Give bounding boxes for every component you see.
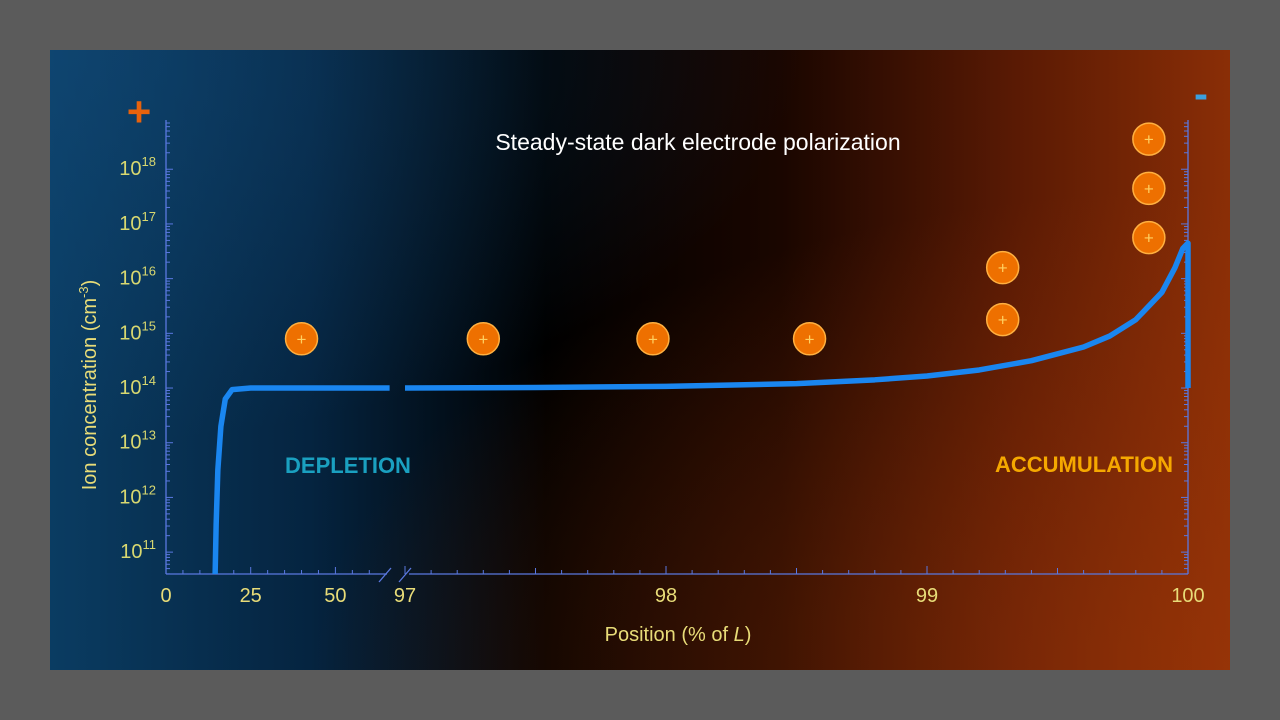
axis-break-mark [398,567,412,583]
y-tick-labels: 1011 1012 1013 1014 1015 1016 1017 1018 [119,154,156,563]
slide-background: 1011 1012 1013 1014 1015 1016 1017 1018 0 25 50 97… [50,50,1230,670]
accumulation-label: ACCUMULATION [995,452,1173,477]
x-tick-label: 97 [394,585,416,607]
axis-break-mark [378,567,392,583]
x-tick-label: 100 [1171,585,1204,607]
minus-electrode-sign: - [1194,70,1208,117]
ion-circle [985,302,1020,337]
ion-marker: + [985,250,1020,285]
ion-circle [1132,220,1166,255]
ion-marker: + [985,302,1020,337]
ion-marker: + [792,322,827,356]
y-axis-title: Ion concentration (cm-3) [76,280,101,491]
x-axis-title: Position (% of L) [605,624,752,646]
ion-plus-sign: + [297,330,307,349]
ion-plus-sign: + [1144,229,1154,248]
y-tick-label: 1015 [119,318,156,344]
ion-circle [792,322,827,356]
ion-marker: + [1132,171,1166,206]
chart-title: Steady-state dark electrode polarization [495,129,900,155]
x-tick-label: 0 [160,585,171,607]
ion-marker: + [284,322,319,356]
ion-plus-sign: + [805,330,815,349]
x-tick-label: 50 [324,585,346,607]
y-tick-label: 1012 [119,482,156,508]
ion-plus-sign: + [1144,179,1154,198]
x-tick-label: 99 [916,585,938,607]
series-line-segment-2 [404,240,1191,391]
axes [165,120,1189,583]
plus-electrode-sign: + [127,88,152,135]
depletion-label: DEPLETION [285,453,411,478]
y-tick-label: 1011 [120,537,156,563]
x-tick-label: 25 [240,585,262,607]
series-line-segment-1 [212,385,390,575]
ion-marker: + [636,322,670,356]
y-tick-label: 1017 [119,209,156,235]
ion-marker: + [466,322,501,356]
x-tick-labels: 0 25 50 97 98 99 100 [160,585,1204,607]
y-tick-label: 1016 [119,264,156,290]
y-tick-label: 1013 [119,428,156,454]
x-tick-label: 98 [655,585,677,607]
y-tick-label: 1014 [119,373,156,399]
ion-plus-sign: + [1144,130,1154,149]
ion-plus-sign: + [478,330,488,349]
ion-marker: + [1132,122,1166,156]
ion-circle [284,322,319,356]
ion-plus-sign: + [998,259,1008,278]
ion-plus-sign: + [998,311,1008,330]
concentration-chart: 1011 1012 1013 1014 1015 1016 1017 1018 0 25 50 97… [76,70,1208,646]
ion-circle [1132,122,1166,156]
y-tick-label: 1018 [119,154,156,180]
ion-plus-sign: + [648,330,658,349]
ion-markers: + + + + + + + + + [284,122,1166,356]
ion-circle [636,322,670,356]
ion-circle [466,322,501,356]
series-layer [212,240,1191,575]
ion-marker: + [1132,220,1166,255]
ion-circle [985,250,1020,285]
ion-circle [1132,171,1166,206]
